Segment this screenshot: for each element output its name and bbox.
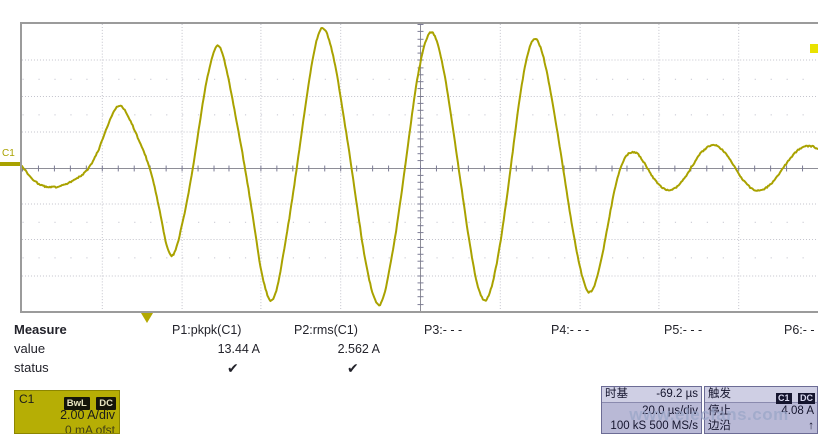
bandwidth-limit-tag[interactable]: BwL [63,397,90,410]
channel1-offset[interactable]: 0 mA ofst [64,423,115,434]
measure-header-row: Measure P1:pkpk(C1) P2:rms(C1) P3:- - - … [0,322,818,340]
channel1-tags: BwL DC [62,393,116,411]
timebase-panel[interactable]: 时基 -69.2 µs 20.0 µs/div 100 kS 500 MS/s [601,386,702,434]
channel1-ground-label: C1 [2,148,15,159]
trigger-tags: C1 DC [774,388,815,406]
waveform-display[interactable] [20,22,818,313]
timebase-sample-rate: 100 kS 500 MS/s [610,420,698,432]
measure-p1-status-check-icon: ✔ [227,360,239,376]
measure-p4-name[interactable]: P4:- - - [551,323,590,337]
measure-title: Measure [14,322,67,337]
timebase-title: 时基 [605,388,628,400]
channel1-ground-marker-icon[interactable] [0,162,20,166]
channel1-settings-box[interactable]: C1 BwL DC 2.00 A/div 0 mA ofst [14,390,120,434]
measure-p1-value: 13.44 A [217,342,260,356]
channel1-trace [22,26,818,307]
measure-p3-name[interactable]: P3:- - - [424,323,463,337]
trigger-coupling-tag[interactable]: DC [798,393,815,404]
trigger-panel[interactable]: 触发 C1 DC 停止 4.08 A 边沿 ↑ [704,386,818,434]
measure-p6-name[interactable]: P6:- - - [784,323,818,337]
trigger-source-tag[interactable]: C1 [776,393,792,404]
coupling-tag[interactable]: DC [96,397,116,410]
measure-status-row: status ✔ ✔ [0,360,818,378]
trigger-level[interactable]: 4.08 A [781,405,814,417]
timebase-delay[interactable]: -69.2 µs [656,388,698,400]
channel1-vertical-scale[interactable]: 2.00 A/div [60,408,115,422]
channel1-name: C1 [19,392,35,406]
measure-value-row: value 13.44 A 2.562 A [0,341,818,359]
measure-p2-status-check-icon: ✔ [347,360,359,376]
measure-value-label: value [14,341,46,356]
measure-p2-value: 2.562 A [337,342,380,356]
timebase-header: 时基 -69.2 µs [602,387,701,403]
trigger-position-marker-icon[interactable] [141,313,153,323]
trigger-title: 触发 [708,388,731,400]
trigger-slope[interactable]: 边沿 [708,420,731,432]
trigger-level-marker-icon[interactable] [810,44,818,53]
trigger-header: 触发 C1 DC [705,387,817,406]
trigger-slope-icon: ↑ [808,420,814,432]
measure-p2-name[interactable]: P2:rms(C1) [294,323,358,337]
timebase-scale[interactable]: 20.0 µs/div [642,405,698,417]
measure-p5-name[interactable]: P5:- - - [664,323,703,337]
measure-status-label: status [14,360,49,375]
trigger-state[interactable]: 停止 [708,405,731,417]
measurement-table: Measure P1:pkpk(C1) P2:rms(C1) P3:- - - … [0,322,818,380]
measure-p1-name[interactable]: P1:pkpk(C1) [172,323,242,337]
